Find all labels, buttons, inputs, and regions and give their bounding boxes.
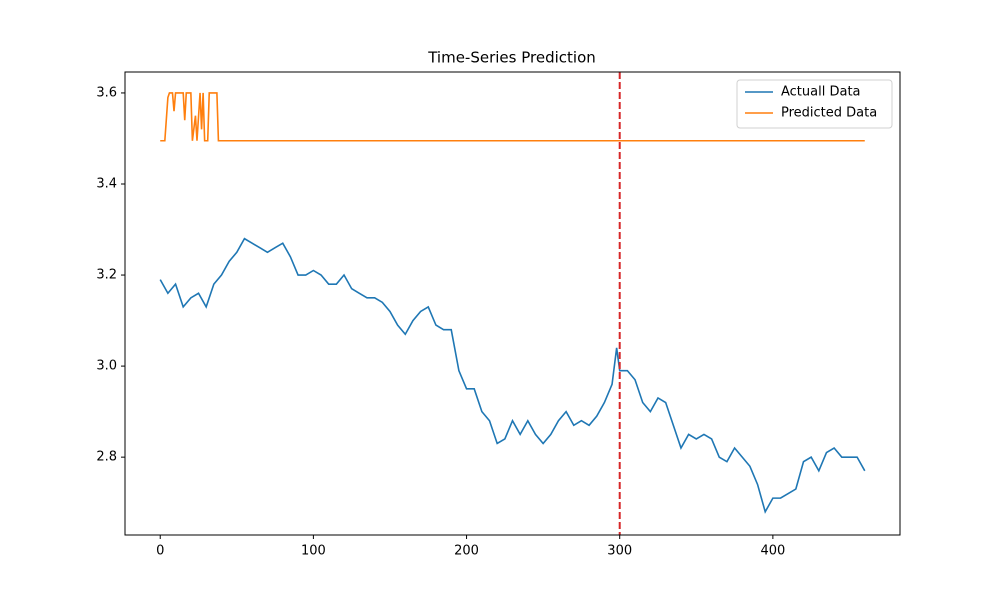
y-tick-label: 3.6 bbox=[96, 85, 117, 100]
x-tick-label: 100 bbox=[301, 544, 326, 559]
legend-box bbox=[736, 79, 893, 129]
series-line bbox=[159, 237, 866, 514]
y-tick-label: 3.4 bbox=[96, 176, 117, 191]
y-tick-label: 3.2 bbox=[96, 268, 117, 283]
y-tick-label: 2.8 bbox=[96, 450, 117, 465]
chart-title: Time-Series Prediction bbox=[427, 49, 596, 67]
series-line bbox=[160, 92, 865, 142]
y-tick-label: 3.0 bbox=[96, 359, 117, 374]
x-tick-label: 200 bbox=[454, 544, 479, 559]
plot-frame bbox=[124, 71, 901, 536]
x-tick-label: 400 bbox=[760, 544, 785, 559]
x-tick-label: 300 bbox=[607, 544, 632, 559]
x-tick-label: 0 bbox=[156, 544, 164, 559]
legend-label: Actuall Data bbox=[781, 85, 861, 100]
legend-label: Predicted Data bbox=[781, 106, 877, 121]
